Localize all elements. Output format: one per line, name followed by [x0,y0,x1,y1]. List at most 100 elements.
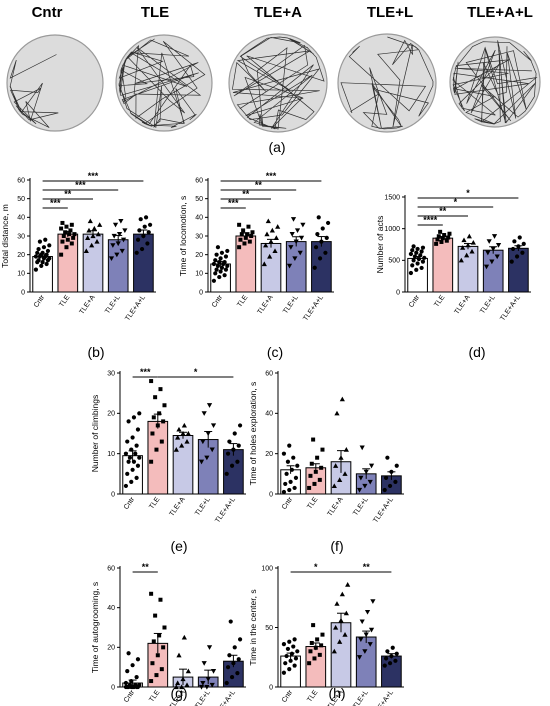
data-point [72,232,77,237]
data-point [312,656,317,661]
data-point [35,250,40,255]
x-tick-label: TLE+A [79,294,97,316]
x-tick-label: TLE+L [352,496,370,517]
data-point [323,250,328,255]
data-point [123,451,129,456]
data-point [363,469,369,475]
data-point [436,234,441,239]
data-point [288,658,293,663]
data-point [204,684,210,690]
data-point [362,649,368,654]
data-point [490,246,496,252]
y-axis-label: Time of locomotion, s [178,196,188,276]
data-point [241,228,246,233]
data-point [414,267,419,272]
data-point [185,430,191,436]
data-point [242,241,247,246]
data-point [460,245,466,250]
data-point [358,475,364,481]
data-point [283,661,288,666]
data-point [210,423,217,429]
data-point [231,447,236,452]
data-point [217,274,222,280]
data-point [394,463,399,468]
x-tick-label: TLE [236,294,249,309]
data-point [393,658,398,663]
y-tick-label: 0 [199,289,203,296]
significance-label: ** [142,562,150,572]
data-point [313,645,318,650]
data-point [115,241,121,247]
bar-TLE+A+L [508,247,529,293]
data-point [83,248,89,254]
data-point [184,682,190,688]
data-point [520,250,525,255]
arena-cntr [6,34,104,132]
data-point [419,265,424,271]
data-point [137,682,142,688]
data-point [229,463,235,468]
data-point [236,443,241,448]
data-point [85,235,91,240]
data-point [339,591,345,597]
significance-label: ** [363,562,371,572]
data-point [130,435,135,440]
significance-label: **** [423,215,438,225]
data-point [184,438,190,444]
data-point [224,680,229,686]
data-point [281,670,287,675]
data-point [517,235,522,240]
data-point [287,667,292,672]
data-point [68,228,73,233]
y-tick-label: 0 [111,684,115,691]
panel-caption: (h) [328,685,345,701]
data-point [415,246,420,252]
data-point [47,243,52,248]
data-point [237,222,242,227]
data-point [130,663,135,668]
chart-1: 0 10 20 30 40 50 60 Time of locomotion, s Cntr TL… [178,171,334,360]
data-point [94,239,100,244]
track-path-1 [118,38,206,129]
data-point [235,671,240,676]
data-point [45,248,51,254]
data-point [308,649,313,654]
panel-caption: (e) [170,538,187,554]
data-point [312,481,317,486]
data-point [59,226,64,231]
data-point [200,680,206,686]
track-path-2 [231,36,325,130]
data-point [315,232,320,237]
data-point [447,231,452,236]
x-tick-label: TLE [306,689,319,704]
data-point [494,254,500,260]
data-point [227,439,232,444]
chart-4: 0 20 40 60 Time of holes exploration, s Cntr T… [248,370,404,554]
significance-label: *** [75,180,86,190]
data-point [39,263,44,268]
data-point [33,254,39,259]
data-point [272,248,278,254]
data-point [383,656,389,661]
data-point [123,680,129,686]
data-point [201,661,207,666]
y-tick-label: 10 [17,271,25,278]
chart-2: 0 500 1000 1500 Number of acts Cntr TLE TLE+A TL… [375,188,531,360]
data-point [415,261,420,266]
data-point [359,445,365,451]
y-axis-label: Time in the center, s [248,589,258,665]
data-point [150,431,155,436]
data-point [61,234,66,238]
data-point [33,267,39,272]
data-point [290,217,297,222]
data-point [118,218,124,224]
y-tick-label: 0 [111,491,115,498]
x-tick-label: TLE+L [194,496,212,517]
y-tick-label: 30 [17,233,25,240]
y-tick-label: 20 [107,645,115,652]
data-point [295,463,300,468]
y-tick-label: 1000 [384,226,400,233]
data-point [159,439,164,444]
data-point [157,411,162,416]
data-point [173,447,179,452]
